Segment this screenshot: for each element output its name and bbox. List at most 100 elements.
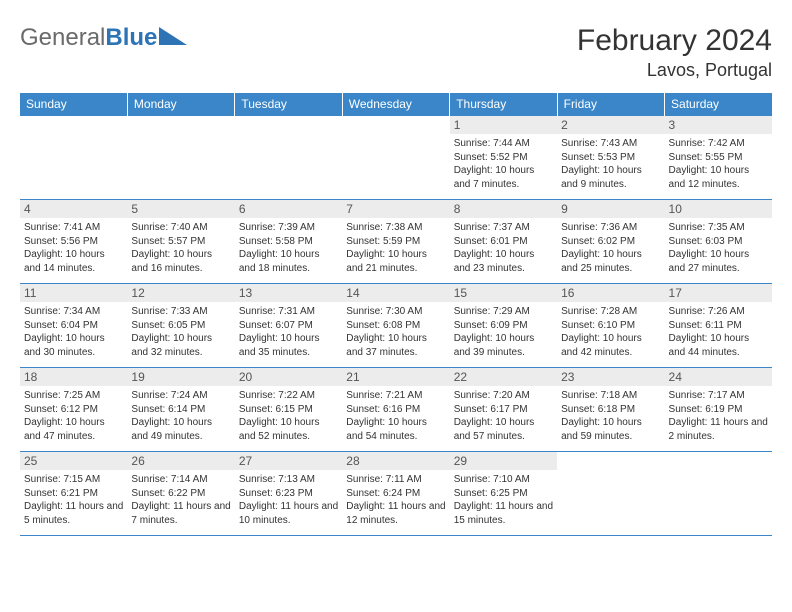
logo-text-blue: Blue bbox=[105, 24, 157, 52]
logo-triangle-icon bbox=[159, 24, 187, 52]
weekday-header: Thursday bbox=[450, 93, 557, 116]
calendar-row: 1 Sunrise: 7:44 AMSunset: 5:52 PMDaylight… bbox=[20, 116, 772, 200]
day-number: 21 bbox=[342, 368, 449, 386]
calendar-cell: 27 Sunrise: 7:13 AMSunset: 6:23 PMDayligh… bbox=[235, 452, 342, 536]
calendar-cell: 15Sunrise: 7:29 AMSunset: 6:09 PMDayligh… bbox=[450, 284, 557, 368]
day-number: 19 bbox=[127, 368, 234, 386]
day-number: 18 bbox=[20, 368, 127, 386]
calendar-cell: 2 Sunrise: 7:43 AMSunset: 5:53 PMDaylight… bbox=[557, 116, 664, 200]
day-details: Sunrise: 7:40 AMSunset: 5:57 PMDaylight:… bbox=[131, 221, 230, 275]
day-number: 1 bbox=[450, 116, 557, 134]
calendar-cell: 20 Sunrise: 7:22 AMSunset: 6:15 PMDayligh… bbox=[235, 368, 342, 452]
day-number: 8 bbox=[450, 200, 557, 218]
day-number: 7 bbox=[342, 200, 449, 218]
day-details: Sunrise: 7:26 AMSunset: 6:11 PMDaylight:… bbox=[669, 305, 768, 359]
calendar-cell: 11 Sunrise: 7:34 AMSunset: 6:04 PMDayligh… bbox=[20, 284, 127, 368]
calendar-cell bbox=[20, 116, 127, 200]
day-details: Sunrise: 7:29 AMSunset: 6:09 PMDaylight:… bbox=[454, 305, 553, 359]
day-number: 2 bbox=[557, 116, 664, 134]
day-details: Sunrise: 7:10 AMSunset: 6:25 PMDaylight:… bbox=[454, 473, 553, 527]
day-number: 10 bbox=[665, 200, 772, 218]
calendar-cell: 26 Sunrise: 7:14 AMSunset: 6:22 PMDayligh… bbox=[127, 452, 234, 536]
calendar-cell: 29 Sunrise: 7:10 AMSunset: 6:25 PMDayligh… bbox=[450, 452, 557, 536]
calendar-cell: 22Sunrise: 7:20 AMSunset: 6:17 PMDayligh… bbox=[450, 368, 557, 452]
day-details: Sunrise: 7:36 AMSunset: 6:02 PMDaylight:… bbox=[561, 221, 660, 275]
title-block: February 2024 Lavos, Portugal bbox=[577, 24, 772, 81]
day-number: 4 bbox=[20, 200, 127, 218]
day-number: 22 bbox=[450, 368, 557, 386]
day-number: 9 bbox=[557, 200, 664, 218]
day-number: 11 bbox=[20, 284, 127, 302]
calendar-cell: 13 Sunrise: 7:31 AMSunset: 6:07 PMDayligh… bbox=[235, 284, 342, 368]
calendar-cell bbox=[127, 116, 234, 200]
day-number: 29 bbox=[450, 452, 557, 470]
day-number: 5 bbox=[127, 200, 234, 218]
weekday-header: Monday bbox=[127, 93, 234, 116]
day-details: Sunrise: 7:34 AMSunset: 6:04 PMDaylight:… bbox=[24, 305, 123, 359]
weekday-header: Sunday bbox=[20, 93, 127, 116]
calendar-cell: 14 Sunrise: 7:30 AMSunset: 6:08 PMDayligh… bbox=[342, 284, 449, 368]
calendar-cell bbox=[235, 116, 342, 200]
calendar-row: 11 Sunrise: 7:34 AMSunset: 6:04 PMDayligh… bbox=[20, 284, 772, 368]
day-number: 27 bbox=[235, 452, 342, 470]
day-details: Sunrise: 7:31 AMSunset: 6:07 PMDaylight:… bbox=[239, 305, 338, 359]
day-details: Sunrise: 7:13 AMSunset: 6:23 PMDaylight:… bbox=[239, 473, 338, 527]
day-number: 6 bbox=[235, 200, 342, 218]
calendar-cell: 3 Sunrise: 7:42 AMSunset: 5:55 PMDaylight… bbox=[665, 116, 772, 200]
location: Lavos, Portugal bbox=[577, 60, 772, 81]
calendar-cell bbox=[342, 116, 449, 200]
day-number: 28 bbox=[342, 452, 449, 470]
day-details: Sunrise: 7:14 AMSunset: 6:22 PMDaylight:… bbox=[131, 473, 230, 527]
day-details: Sunrise: 7:30 AMSunset: 6:08 PMDaylight:… bbox=[346, 305, 445, 359]
day-details: Sunrise: 7:17 AMSunset: 6:19 PMDaylight:… bbox=[669, 389, 768, 443]
day-number: 3 bbox=[665, 116, 772, 134]
calendar-cell: 23Sunrise: 7:18 AMSunset: 6:18 PMDayligh… bbox=[557, 368, 664, 452]
day-details: Sunrise: 7:25 AMSunset: 6:12 PMDaylight:… bbox=[24, 389, 123, 443]
calendar-cell: 7 Sunrise: 7:38 AMSunset: 5:59 PMDaylight… bbox=[342, 200, 449, 284]
day-details: Sunrise: 7:11 AMSunset: 6:24 PMDaylight:… bbox=[346, 473, 445, 527]
logo-text-gray: General bbox=[20, 24, 105, 52]
day-details: Sunrise: 7:33 AMSunset: 6:05 PMDaylight:… bbox=[131, 305, 230, 359]
day-details: Sunrise: 7:22 AMSunset: 6:15 PMDaylight:… bbox=[239, 389, 338, 443]
day-details: Sunrise: 7:18 AMSunset: 6:18 PMDaylight:… bbox=[561, 389, 660, 443]
day-details: Sunrise: 7:37 AMSunset: 6:01 PMDaylight:… bbox=[454, 221, 553, 275]
weekday-header: Wednesday bbox=[342, 93, 449, 116]
calendar-row: 25Sunrise: 7:15 AMSunset: 6:21 PMDayligh… bbox=[20, 452, 772, 536]
day-number: 24 bbox=[665, 368, 772, 386]
calendar-row: 18 Sunrise: 7:25 AMSunset: 6:12 PMDayligh… bbox=[20, 368, 772, 452]
day-details: Sunrise: 7:38 AMSunset: 5:59 PMDaylight:… bbox=[346, 221, 445, 275]
calendar-cell: 18 Sunrise: 7:25 AMSunset: 6:12 PMDayligh… bbox=[20, 368, 127, 452]
calendar-cell: 4Sunrise: 7:41 AMSunset: 5:56 PMDaylight… bbox=[20, 200, 127, 284]
calendar-cell: 25Sunrise: 7:15 AMSunset: 6:21 PMDayligh… bbox=[20, 452, 127, 536]
calendar-cell: 10Sunrise: 7:35 AMSunset: 6:03 PMDayligh… bbox=[665, 200, 772, 284]
calendar-cell: 1 Sunrise: 7:44 AMSunset: 5:52 PMDaylight… bbox=[450, 116, 557, 200]
day-details: Sunrise: 7:44 AMSunset: 5:52 PMDaylight:… bbox=[454, 137, 553, 191]
calendar-cell: 12Sunrise: 7:33 AMSunset: 6:05 PMDayligh… bbox=[127, 284, 234, 368]
day-number: 16 bbox=[557, 284, 664, 302]
calendar-cell: 28 Sunrise: 7:11 AMSunset: 6:24 PMDayligh… bbox=[342, 452, 449, 536]
weekday-header: Tuesday bbox=[235, 93, 342, 116]
day-number: 25 bbox=[20, 452, 127, 470]
calendar-cell: 9 Sunrise: 7:36 AMSunset: 6:02 PMDaylight… bbox=[557, 200, 664, 284]
day-details: Sunrise: 7:42 AMSunset: 5:55 PMDaylight:… bbox=[669, 137, 768, 191]
calendar-cell: 5 Sunrise: 7:40 AMSunset: 5:57 PMDaylight… bbox=[127, 200, 234, 284]
day-number: 26 bbox=[127, 452, 234, 470]
calendar-header-row: SundayMondayTuesdayWednesdayThursdayFrid… bbox=[20, 93, 772, 116]
calendar-cell: 24 Sunrise: 7:17 AMSunset: 6:19 PMDayligh… bbox=[665, 368, 772, 452]
day-details: Sunrise: 7:24 AMSunset: 6:14 PMDaylight:… bbox=[131, 389, 230, 443]
day-number: 14 bbox=[342, 284, 449, 302]
calendar-cell: 19 Sunrise: 7:24 AMSunset: 6:14 PMDayligh… bbox=[127, 368, 234, 452]
calendar-cell bbox=[665, 452, 772, 536]
day-number: 13 bbox=[235, 284, 342, 302]
calendar-cell: 8 Sunrise: 7:37 AMSunset: 6:01 PMDaylight… bbox=[450, 200, 557, 284]
weekday-header: Friday bbox=[557, 93, 664, 116]
calendar-cell: 21Sunrise: 7:21 AMSunset: 6:16 PMDayligh… bbox=[342, 368, 449, 452]
day-number: 20 bbox=[235, 368, 342, 386]
day-details: Sunrise: 7:28 AMSunset: 6:10 PMDaylight:… bbox=[561, 305, 660, 359]
calendar-cell: 17Sunrise: 7:26 AMSunset: 6:11 PMDayligh… bbox=[665, 284, 772, 368]
weekday-header: Saturday bbox=[665, 93, 772, 116]
header: GeneralBlue February 2024 Lavos, Portuga… bbox=[20, 24, 772, 81]
day-details: Sunrise: 7:43 AMSunset: 5:53 PMDaylight:… bbox=[561, 137, 660, 191]
month-title: February 2024 bbox=[577, 24, 772, 58]
calendar-row: 4Sunrise: 7:41 AMSunset: 5:56 PMDaylight… bbox=[20, 200, 772, 284]
